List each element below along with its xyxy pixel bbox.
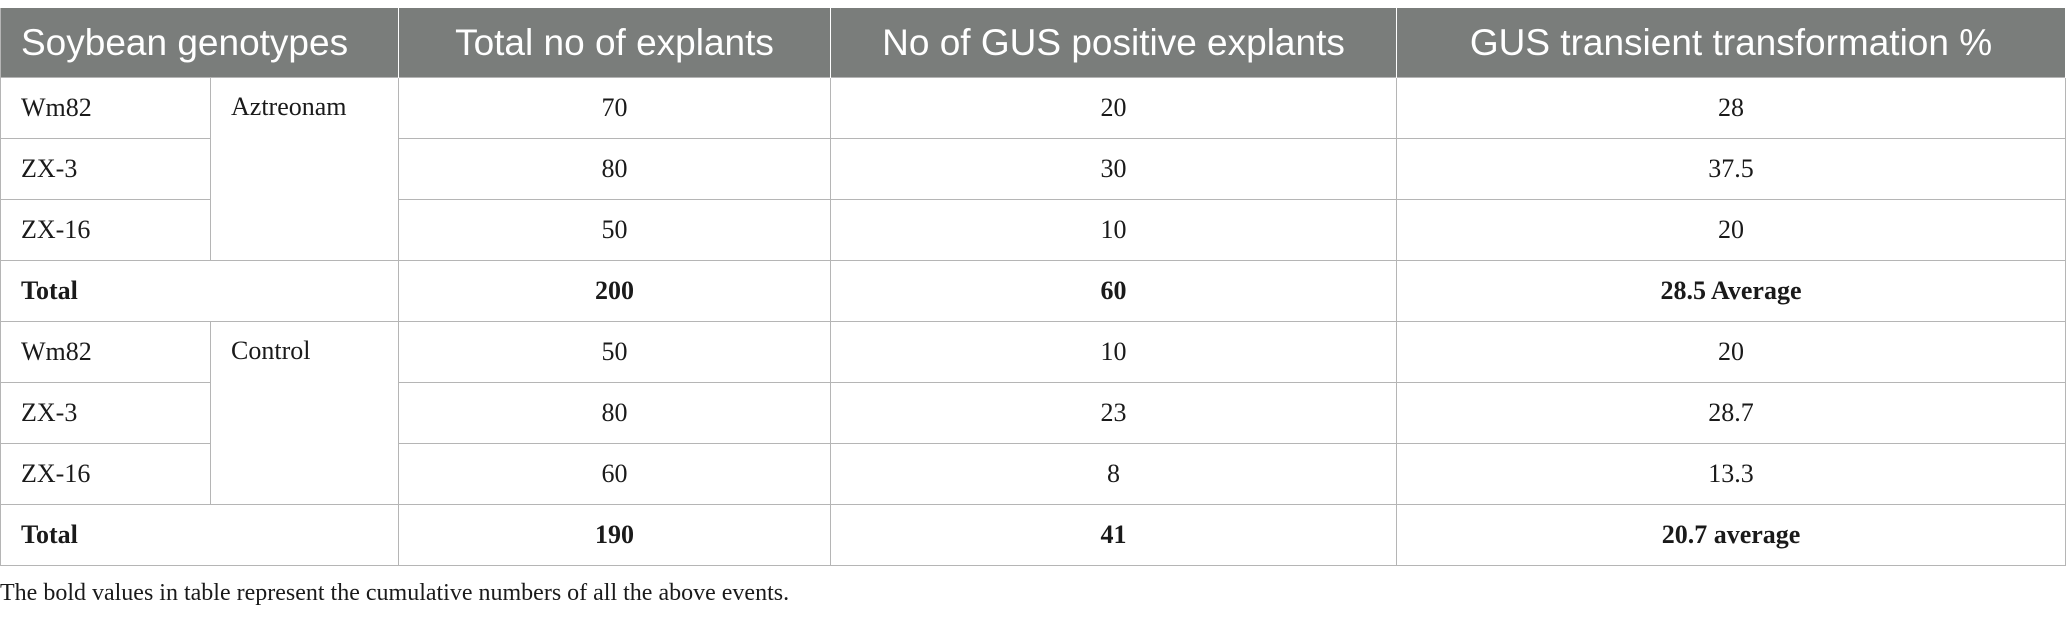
gus-positive-sum: 41	[830, 504, 1397, 566]
header-total-explants: Total no of explants	[398, 8, 831, 78]
genotype-cell: ZX-3	[0, 138, 211, 200]
total-explants-cell: 50	[398, 321, 831, 383]
total-label: Total	[0, 260, 399, 322]
gus-positive-cell: 10	[830, 199, 1397, 261]
percent-average: 20.7 average	[1396, 504, 2066, 566]
genotype-cell: Wm82	[0, 321, 211, 383]
total-row: Total 200 60 28.5 Average	[0, 260, 2066, 322]
total-explants-sum: 200	[398, 260, 831, 322]
genotype-cell: ZX-16	[0, 443, 211, 505]
gus-positive-cell: 10	[830, 321, 1397, 383]
results-table: Soybean genotypes Total no of explants N…	[0, 8, 2066, 566]
total-label: Total	[0, 504, 399, 566]
total-explants-cell: 50	[398, 199, 831, 261]
total-row: Total 190 41 20.7 average	[0, 504, 2066, 566]
percent-cell: 37.5	[1396, 138, 2066, 200]
genotype-cell: ZX-16	[0, 199, 211, 261]
gus-positive-cell: 8	[830, 443, 1397, 505]
table-row: ZX-16 60 8 13.3	[0, 443, 2066, 505]
header-transformation-percent: GUS transient transformation %	[1396, 8, 2066, 78]
percent-cell: 20	[1396, 321, 2066, 383]
gus-positive-cell: 30	[830, 138, 1397, 200]
genotype-cell: Wm82	[0, 77, 211, 139]
percent-cell: 20	[1396, 199, 2066, 261]
genotype-cell: ZX-3	[0, 382, 211, 444]
table-row: Wm82 Control 50 10 20	[0, 321, 2066, 505]
gus-positive-sum: 60	[830, 260, 1397, 322]
header-gus-positive: No of GUS positive explants	[830, 8, 1397, 78]
gus-positive-cell: 23	[830, 382, 1397, 444]
total-explants-cell: 70	[398, 77, 831, 139]
header-row: Soybean genotypes Total no of explants N…	[0, 8, 2066, 78]
total-explants-sum: 190	[398, 504, 831, 566]
header-genotypes: Soybean genotypes	[0, 8, 399, 78]
treatment-cell: Aztreonam	[210, 77, 399, 261]
percent-cell: 28	[1396, 77, 2066, 139]
gus-positive-cell: 20	[830, 77, 1397, 139]
total-explants-cell: 80	[398, 382, 831, 444]
table-row: Wm82 Aztreonam 70 20 28	[0, 77, 2066, 261]
percent-average: 28.5 Average	[1396, 260, 2066, 322]
total-explants-cell: 80	[398, 138, 831, 200]
treatment-cell: Control	[210, 321, 399, 505]
percent-cell: 28.7	[1396, 382, 2066, 444]
percent-cell: 13.3	[1396, 443, 2066, 505]
total-explants-cell: 60	[398, 443, 831, 505]
table-row: ZX-3 80 23 28.7	[0, 382, 2066, 444]
table-footnote: The bold values in table represent the c…	[0, 580, 790, 606]
